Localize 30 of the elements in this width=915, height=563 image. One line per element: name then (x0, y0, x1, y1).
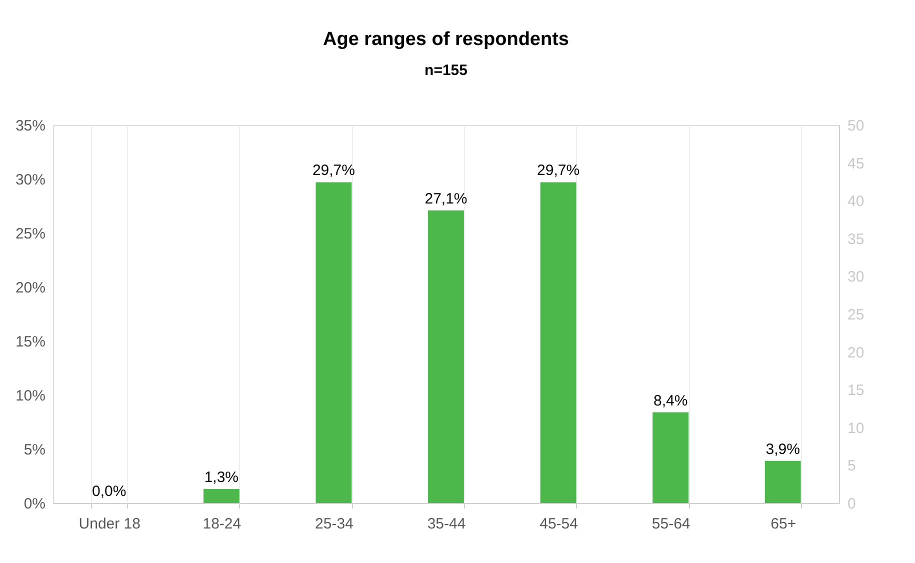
x-tick-label: 35-44 (427, 516, 466, 532)
data-label: 29,7% (537, 162, 580, 180)
x-tick-label: 65+ (770, 516, 796, 532)
data-label: 3,9% (766, 440, 800, 458)
x-tick-label: Under 18 (78, 516, 140, 532)
y-tick-label: 20% (15, 280, 46, 296)
x-tick-label: 55-64 (652, 516, 690, 532)
x-tick-label: 25-34 (315, 516, 354, 532)
x-tick-label: 18-24 (202, 516, 242, 532)
bar (540, 182, 576, 503)
y-tick-label: 30% (15, 172, 46, 188)
bar (652, 412, 689, 503)
data-label: 0,0% (92, 483, 126, 500)
y-tick-label: 5% (24, 442, 46, 458)
data-label: 8,4% (653, 392, 688, 410)
y-tick-label: 35% (15, 118, 46, 134)
chart-subtitle: n=155 (424, 62, 468, 79)
data-label: 27,1% (424, 190, 468, 208)
bar (428, 210, 464, 503)
data-label: 29,7% (312, 162, 355, 180)
bar (203, 488, 240, 503)
chart-title: Age ranges of respondents (323, 29, 569, 50)
y-tick-label: 10% (15, 388, 46, 404)
bar (764, 460, 801, 503)
bar (316, 182, 352, 503)
x-tick-label: 45-54 (540, 516, 578, 532)
y-tick-label: 15% (15, 334, 46, 350)
data-label: 1,3% (204, 468, 239, 486)
y-tick-label: 0% (24, 496, 46, 512)
y-tick-label: 25% (15, 226, 46, 242)
